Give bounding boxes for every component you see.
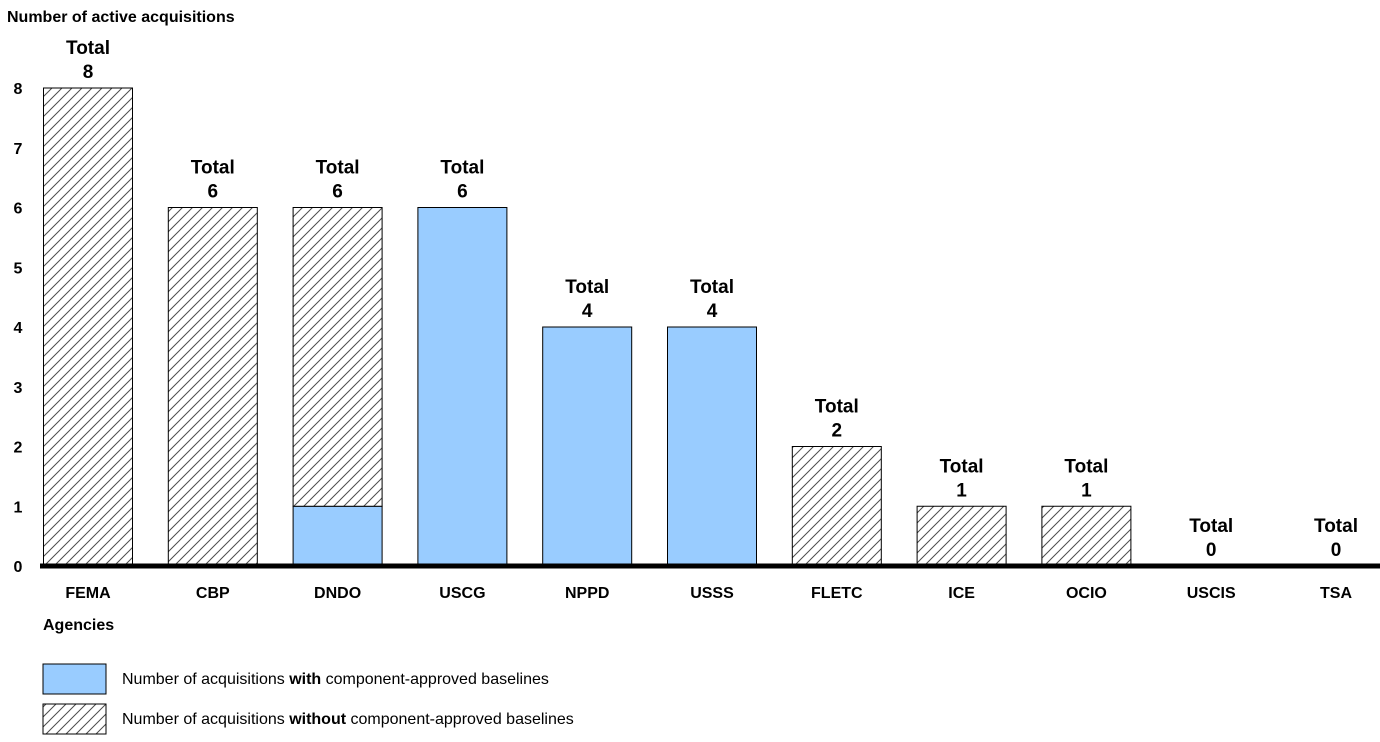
legend: Number of acquisitions with component-ap… [42,663,574,735]
total-word-label: Total [316,158,360,179]
bar-segment-with [542,326,633,567]
total-value-label: 0 [1206,540,1217,561]
bar-segment-without [292,207,383,507]
y-axis-ticks: 0 1 2 3 4 5 6 7 8 [14,81,23,576]
legend-swatch-without [42,703,107,735]
total-labels: Total 8 Total 6 Total 6 Total 6 Total 4 Total 4 Tota… [66,38,1358,561]
x-tick-label: CBP [196,585,230,602]
total-word-label: Total [440,158,484,179]
bar-segment-with [417,207,508,567]
y-axis-title: Number of active acquisitions [7,9,235,26]
y-tick-label: 1 [14,499,23,516]
bar-segment-without [1041,505,1132,567]
x-tick-label: NPPD [565,585,609,602]
total-value-label: 6 [332,182,343,203]
total-value-label: 4 [582,301,593,322]
bar-segment-without [791,446,882,567]
legend-swatch-with [42,663,107,695]
x-axis-title: Agencies [43,617,114,634]
total-value-label: 6 [457,182,468,203]
total-value-label: 1 [956,480,967,501]
bar-segment-with [292,505,383,567]
y-tick-label: 2 [14,440,23,457]
bar-segment-without [167,207,258,567]
x-tick-label: ICE [948,585,975,602]
x-tick-label: USCIS [1187,585,1236,602]
x-tick-label: OCIO [1066,585,1107,602]
x-tick-label: FLETC [811,585,863,602]
y-tick-label: 0 [14,559,23,576]
total-word-label: Total [815,397,859,418]
total-value-label: 2 [832,421,843,442]
y-tick-label: 7 [14,141,23,158]
total-value-label: 6 [208,182,219,203]
bar-segment-without [43,87,133,567]
x-tick-label: TSA [1320,585,1352,602]
x-tick-label: USCG [439,585,485,602]
legend-label-with: Number of acquisitions with component-ap… [122,671,549,688]
total-value-label: 1 [1081,480,1092,501]
y-tick-label: 8 [14,81,23,98]
x-tick-label: DNDO [314,585,361,602]
bar-segment-with [667,326,757,567]
legend-label-without: Number of acquisitions without component… [122,711,574,728]
total-word-label: Total [690,277,734,298]
total-word-label: Total [1064,456,1108,477]
x-tick-label: FEMA [65,585,111,602]
total-value-label: 4 [707,301,718,322]
total-word-label: Total [191,158,235,179]
x-tick-label: USSS [690,585,734,602]
category-labels: FEMA CBP DNDO USCG NPPD USSS FLETC ICE OCIO USCIS… [65,585,1352,602]
bar-segment-without [916,505,1007,567]
total-word-label: Total [66,38,110,59]
y-tick-label: 4 [14,320,23,337]
total-value-label: 8 [83,62,94,83]
y-tick-label: 3 [14,380,23,397]
bars [43,87,1132,567]
total-word-label: Total [1189,516,1233,537]
total-word-label: Total [565,277,609,298]
total-word-label: Total [940,456,984,477]
y-tick-label: 6 [14,201,23,218]
total-word-label: Total [1314,516,1358,537]
y-tick-label: 5 [14,260,23,277]
total-value-label: 0 [1331,540,1342,561]
